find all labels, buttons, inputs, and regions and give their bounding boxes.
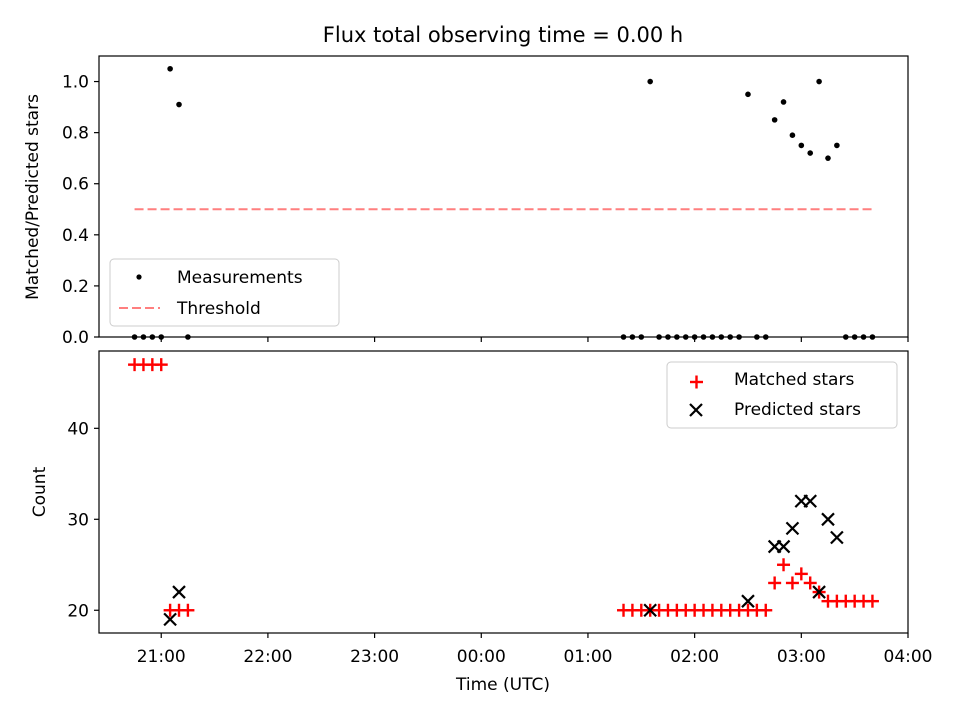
legend-measurements-marker <box>136 274 142 280</box>
matched-star-point <box>768 576 782 590</box>
bottom-legend-box <box>666 361 898 429</box>
matched-star-point <box>759 603 773 617</box>
bottom-y-ticks: 20 30 40 <box>67 419 99 621</box>
predicted-star-point <box>163 612 177 627</box>
measurement-point <box>638 334 645 340</box>
measurement-point <box>736 334 742 340</box>
measurement-point <box>807 150 814 156</box>
measurement-point <box>745 91 751 98</box>
measurement-point <box>620 334 627 340</box>
measurement-point <box>860 334 867 340</box>
y-tick-label: 40 <box>67 419 89 439</box>
legend-predicted-marker <box>689 403 703 417</box>
predicted-star-point <box>776 539 791 554</box>
measurement-point <box>131 334 138 340</box>
measurement-point <box>149 334 156 340</box>
matched-star-point <box>865 594 879 608</box>
measurement-point <box>709 334 716 340</box>
bottom-plot-area <box>98 350 909 634</box>
x-tick-label: 00:00 <box>457 647 506 667</box>
bottom-y-axis-label: Count <box>30 466 50 517</box>
measurement-point <box>727 334 733 340</box>
predicted-star-point <box>785 521 800 536</box>
measurement-point <box>656 334 662 340</box>
measurement-point <box>718 334 725 340</box>
measurement-point <box>834 142 840 149</box>
y-tick-label: 30 <box>67 510 89 530</box>
measurement-point <box>869 334 876 340</box>
measurement-point <box>185 334 191 340</box>
predicted-star-point <box>172 585 186 599</box>
measurement-point <box>682 334 689 340</box>
top-x-ticks <box>160 337 909 342</box>
legend-matched-label: Matched stars <box>734 370 854 390</box>
chart-title: Flux total observing time = 0.00 h <box>323 23 683 47</box>
matched-star-point <box>777 558 791 572</box>
top-panel: 0.0 0.2 0.4 0.6 0.8 1.0 Matched/Predicted sta… <box>23 55 909 348</box>
measurement-point <box>762 334 769 340</box>
predicted-stars-points <box>163 494 844 627</box>
y-tick-label: 0.8 <box>62 124 89 144</box>
bottom-panel: 20 30 40 21:00 22:00 23:00 00:00 01:00 02:00 03:… <box>30 350 933 695</box>
y-tick-label: 20 <box>67 601 89 621</box>
measurement-point <box>665 334 671 340</box>
y-tick-label: 0.0 <box>62 328 89 348</box>
x-tick-label: 21:00 <box>137 647 186 667</box>
bottom-legend: Matched stars Predicted stars <box>666 361 898 429</box>
legend-predicted-label: Predicted stars <box>734 400 861 420</box>
x-tick-label: 04:00 <box>884 647 933 667</box>
measurement-point <box>780 99 787 105</box>
predicted-star-point <box>812 585 826 599</box>
measurement-points <box>131 65 876 340</box>
bottom-x-ticks: 21:00 22:00 23:00 00:00 01:00 02:00 03:00 04:00 <box>137 633 933 667</box>
measurement-point <box>798 142 805 149</box>
measurement-point <box>647 78 653 85</box>
matched-star-point <box>794 567 808 581</box>
measurement-point <box>674 334 680 340</box>
y-tick-label: 0.6 <box>62 175 89 195</box>
matched-star-point <box>154 358 168 372</box>
matched-star-point <box>181 603 195 617</box>
measurement-point <box>816 78 822 85</box>
legend-measurements-label: Measurements <box>177 268 303 288</box>
matched-star-point <box>803 576 817 590</box>
top-legend: Measurements Threshold <box>109 258 340 327</box>
measurement-point <box>789 132 796 138</box>
measurement-point <box>700 334 707 340</box>
x-tick-label: 23:00 <box>350 647 399 667</box>
measurement-point <box>754 334 760 340</box>
measurement-point <box>851 334 858 340</box>
matched-star-point <box>785 576 799 590</box>
predicted-star-point <box>803 494 817 508</box>
matched-stars-points <box>128 358 879 617</box>
measurement-point <box>140 334 147 340</box>
x-axis-label: Time (UTC) <box>455 675 550 695</box>
measurement-point <box>167 65 173 72</box>
x-tick-label: 03:00 <box>777 647 826 667</box>
x-tick-label: 02:00 <box>670 647 719 667</box>
measurement-point <box>825 155 831 161</box>
legend-matched-marker <box>690 375 703 389</box>
y-tick-label: 0.2 <box>62 277 89 297</box>
measurement-point <box>176 101 182 108</box>
y-tick-label: 1.0 <box>62 73 89 93</box>
top-plot-area <box>98 55 909 338</box>
predicted-star-point <box>821 512 835 527</box>
legend-threshold-label: Threshold <box>176 299 261 319</box>
x-tick-label: 01:00 <box>563 647 612 667</box>
y-tick-label: 0.4 <box>62 226 89 246</box>
measurement-point <box>771 117 778 123</box>
predicted-star-point <box>830 530 844 545</box>
top-y-axis-label: Matched/Predicted stars <box>23 94 43 300</box>
top-y-ticks: 0.0 0.2 0.4 0.6 0.8 1.0 <box>62 73 99 348</box>
x-tick-label: 22:00 <box>243 647 292 667</box>
top-legend-box <box>109 258 340 327</box>
predicted-star-point <box>643 603 657 618</box>
measurement-point <box>842 334 849 340</box>
predicted-star-point <box>741 594 755 608</box>
measurement-point <box>629 334 636 340</box>
